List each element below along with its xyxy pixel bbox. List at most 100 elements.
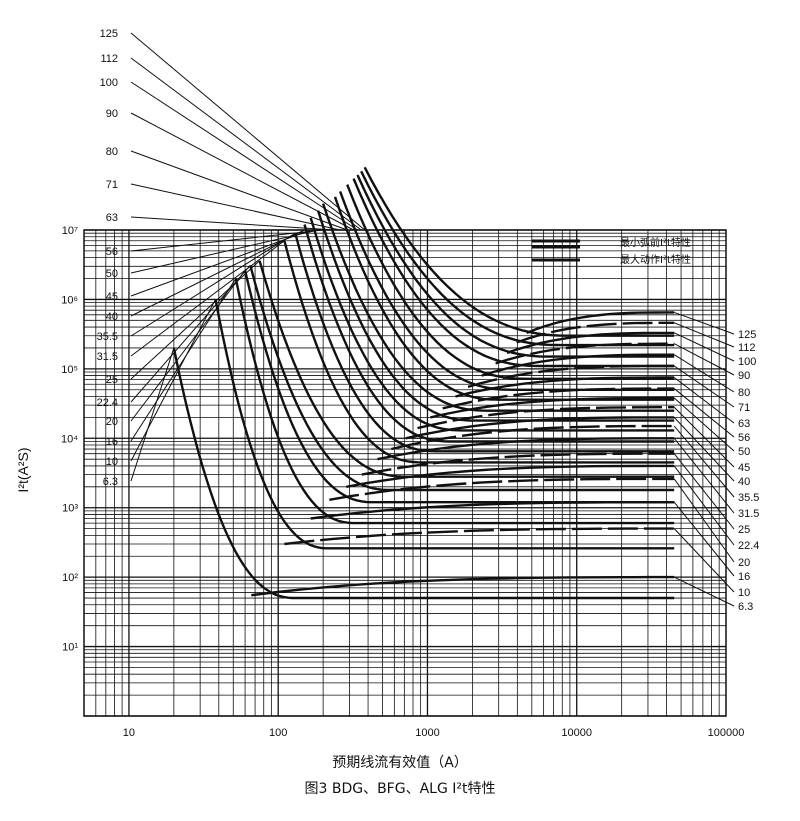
left-labels: 125 112 100 90 80 71 63 56 50 45 40 35.5 31.5 25 22.4 2… bbox=[97, 28, 366, 488]
left-leader-line bbox=[130, 347, 175, 482]
left-leader-line bbox=[130, 264, 251, 403]
right-leader-line bbox=[673, 354, 735, 393]
curve-min-16 bbox=[234, 278, 675, 525]
right-leader-line bbox=[673, 397, 735, 452]
curve-min-80 bbox=[346, 184, 675, 380]
curves bbox=[172, 166, 675, 600]
right-leader-line bbox=[674, 576, 735, 607]
curve-min-63 bbox=[333, 196, 675, 401]
left-leader-line bbox=[130, 216, 335, 231]
curve-min-25 bbox=[258, 260, 675, 478]
right-rating-label: 45 bbox=[738, 462, 750, 474]
right-rating-label: 16 bbox=[738, 571, 750, 583]
y-tick-label: 10¹ bbox=[62, 642, 78, 654]
left-rating-label: 20 bbox=[106, 416, 118, 428]
right-rating-label: 25 bbox=[738, 524, 750, 536]
right-leader-line bbox=[673, 501, 735, 577]
left-rating-label: 63 bbox=[106, 212, 118, 224]
left-leader-line bbox=[130, 299, 216, 462]
right-leader-line bbox=[674, 311, 735, 335]
right-rating-label: 50 bbox=[738, 446, 750, 458]
y-axis-label: I²t(A²S) bbox=[15, 447, 31, 493]
left-rating-label: 80 bbox=[106, 146, 118, 158]
x-axis-label: 预期线流有效值（A） bbox=[332, 755, 468, 771]
right-rating-label: 112 bbox=[738, 342, 756, 354]
left-rating-label: 56 bbox=[106, 246, 118, 258]
right-leader-line bbox=[673, 478, 735, 563]
curve-min-35.5 bbox=[294, 232, 675, 453]
legend-max-text: 最大动作I²t特性 bbox=[620, 253, 691, 266]
left-rating-label: 40 bbox=[106, 311, 118, 323]
right-rating-label: 63 bbox=[738, 418, 750, 430]
right-rating-label: 20 bbox=[738, 557, 750, 569]
curve-min-56 bbox=[321, 203, 675, 412]
left-rating-label: 35.5 bbox=[97, 331, 118, 343]
curve-max-22.4 bbox=[346, 464, 675, 488]
curve-min-40 bbox=[303, 224, 675, 443]
right-rating-label: 6.3 bbox=[738, 601, 753, 613]
right-rating-label: 35.5 bbox=[738, 492, 759, 504]
left-leader-line bbox=[130, 112, 354, 231]
curve-min-10 bbox=[214, 299, 675, 550]
left-rating-label: 50 bbox=[106, 268, 118, 280]
left-leader-line bbox=[130, 150, 348, 231]
left-leader-line bbox=[130, 229, 319, 274]
right-rating-label: 71 bbox=[738, 402, 750, 414]
x-ticks: 10 100 1000 10000 100000 bbox=[123, 727, 745, 739]
right-rating-label: 56 bbox=[738, 432, 750, 444]
legend: 最小弧前I²t特性 最大动作I²t特性 bbox=[532, 236, 691, 266]
curve-min-22.4 bbox=[249, 264, 675, 492]
left-rating-label: 22.4 bbox=[97, 397, 118, 409]
curve-min-90 bbox=[352, 178, 675, 368]
left-rating-label: 6.3 bbox=[103, 476, 118, 488]
curve-max-6.3 bbox=[251, 575, 675, 597]
left-leader-line bbox=[130, 57, 362, 231]
left-leader-line bbox=[130, 229, 324, 252]
curve-min-112 bbox=[360, 170, 675, 347]
right-leader-line bbox=[674, 322, 735, 348]
right-leader-line bbox=[673, 417, 735, 482]
x-tick-label: 1000 bbox=[415, 727, 439, 739]
left-rating-label: 125 bbox=[100, 28, 118, 40]
right-leader-line bbox=[674, 343, 735, 376]
right-leader-line bbox=[673, 365, 735, 408]
right-rating-label: 22.4 bbox=[738, 540, 759, 552]
right-leader-line bbox=[673, 528, 735, 593]
legend-min-text: 最小弧前I²t特性 bbox=[620, 236, 691, 249]
left-leader-line bbox=[130, 270, 246, 422]
right-rating-label: 31.5 bbox=[738, 508, 759, 520]
right-rating-label: 90 bbox=[738, 370, 750, 382]
curve-min-6.3 bbox=[172, 347, 675, 600]
left-rating-label: 16 bbox=[106, 436, 118, 448]
right-leader-line bbox=[673, 425, 735, 498]
chart-caption: 图3 BDG、BFG、ALG I²t特性 bbox=[304, 781, 496, 797]
curve-min-125 bbox=[363, 166, 675, 337]
x-tick-label: 10000 bbox=[561, 727, 592, 739]
left-leader-line bbox=[130, 240, 285, 357]
y-tick-label: 10⁴ bbox=[61, 433, 78, 445]
left-leader-line bbox=[130, 229, 311, 297]
right-leader-line bbox=[673, 377, 735, 424]
left-rating-label: 100 bbox=[100, 77, 118, 89]
right-rating-label: 10 bbox=[738, 587, 750, 599]
curve-max-25 bbox=[361, 452, 675, 476]
curve-max-10 bbox=[284, 527, 675, 546]
left-rating-label: 112 bbox=[100, 53, 118, 65]
left-leader-line bbox=[130, 32, 366, 231]
y-tick-label: 10⁷ bbox=[62, 225, 78, 237]
right-leader-line bbox=[673, 465, 735, 546]
y-ticks: 10¹ 10² 10³ 10⁴ 10⁵ 10⁶ 10⁷ bbox=[61, 225, 78, 654]
curve-min-100 bbox=[356, 174, 675, 358]
left-rating-label: 90 bbox=[106, 108, 118, 120]
left-leader-line bbox=[130, 81, 358, 231]
left-rating-label: 31.5 bbox=[97, 351, 118, 363]
curve-min-71 bbox=[338, 190, 675, 391]
curve-min-31.5 bbox=[283, 240, 675, 464]
right-leader-line bbox=[673, 406, 735, 468]
right-rating-label: 125 bbox=[738, 329, 756, 341]
left-rating-label: 71 bbox=[106, 179, 118, 191]
left-rating-label: 45 bbox=[106, 291, 118, 303]
y-tick-label: 10⁶ bbox=[61, 294, 78, 306]
